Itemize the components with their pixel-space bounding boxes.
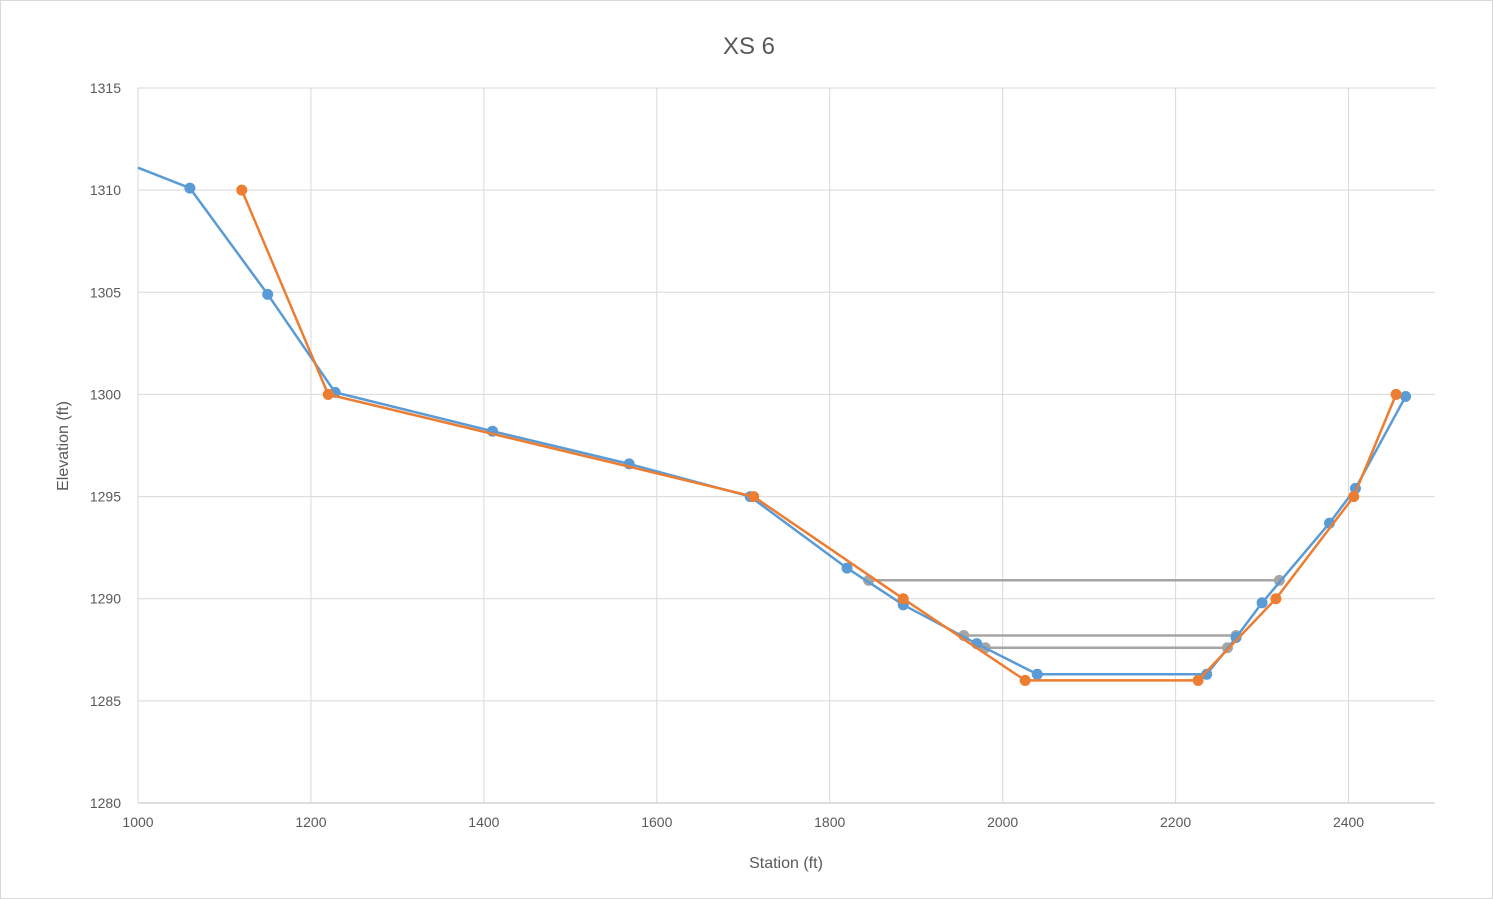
x-tick-label: 1600 bbox=[641, 814, 672, 830]
data-point-orange bbox=[748, 491, 760, 503]
x-tick-label: 1200 bbox=[295, 814, 326, 830]
x-tick-label: 2200 bbox=[1160, 814, 1191, 830]
y-tick-label: 1285 bbox=[90, 693, 121, 709]
series-line-orange bbox=[240, 189, 1398, 682]
x-tick-label: 1800 bbox=[814, 814, 845, 830]
data-point-orange bbox=[322, 388, 334, 400]
x-tick-label: 2400 bbox=[1333, 814, 1364, 830]
y-axis-title: Elevation (ft) bbox=[55, 401, 72, 491]
axis-layer: 1000 1200 1400 1600 1800 2000 2200 2400 1280 1285… bbox=[90, 80, 1435, 830]
data-point-orange bbox=[1348, 491, 1360, 503]
data-point-blue bbox=[1400, 390, 1412, 402]
x-tick-label: 1000 bbox=[122, 814, 153, 830]
x-tick-label: 1400 bbox=[468, 814, 499, 830]
data-point-blue bbox=[1031, 668, 1043, 680]
data-point-blue bbox=[262, 288, 274, 300]
data-point-blue bbox=[1256, 597, 1268, 609]
x-axis-title: Station (ft) bbox=[749, 855, 823, 872]
x-tick-label: 2000 bbox=[987, 814, 1018, 830]
y-tick-label: 1280 bbox=[90, 795, 121, 811]
data-point-blue bbox=[1230, 632, 1242, 644]
data-point-orange bbox=[1019, 674, 1031, 686]
data-point-blue bbox=[841, 562, 853, 574]
series-layer bbox=[137, 166, 1412, 686]
y-tick-label: 1290 bbox=[90, 591, 121, 607]
y-tick-label: 1295 bbox=[90, 489, 121, 505]
data-point-orange bbox=[236, 184, 248, 196]
data-point-orange bbox=[1390, 388, 1402, 400]
data-point-orange bbox=[1192, 674, 1204, 686]
y-tick-label: 1300 bbox=[90, 386, 121, 402]
data-point-blue bbox=[184, 182, 196, 194]
chart-title: XS 6 bbox=[723, 33, 775, 60]
y-tick-label: 1310 bbox=[90, 182, 121, 198]
data-point-orange bbox=[1270, 593, 1282, 605]
y-tick-label: 1315 bbox=[90, 80, 121, 96]
grid-layer bbox=[137, 87, 1435, 804]
data-point-blue bbox=[1201, 668, 1213, 680]
data-point-orange bbox=[897, 593, 909, 605]
y-tick-label: 1305 bbox=[90, 284, 121, 300]
